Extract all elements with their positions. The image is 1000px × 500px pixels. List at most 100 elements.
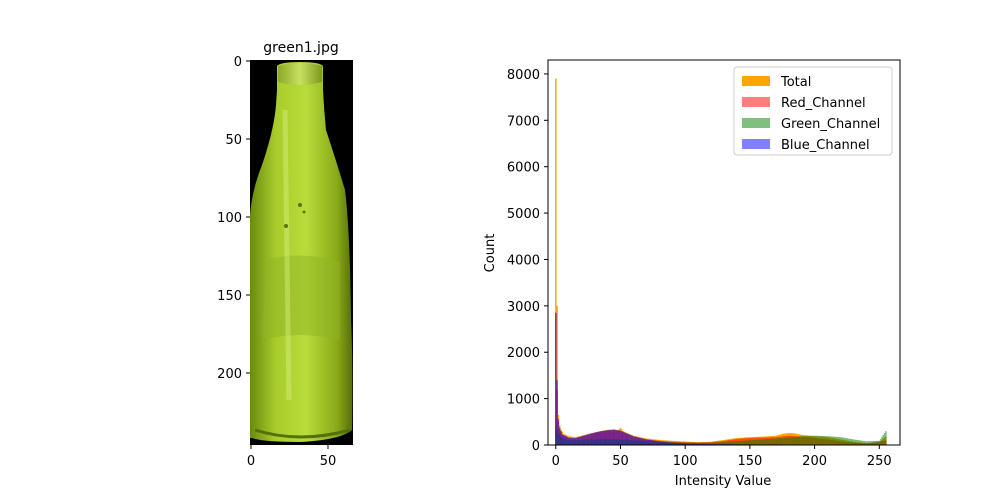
histogram-bar <box>802 436 804 445</box>
histogram-bar <box>819 435 821 445</box>
image-x-tick: 50 <box>320 454 337 469</box>
histogram-bar <box>674 442 676 445</box>
histogram-bar <box>667 442 670 445</box>
histogram-bar <box>808 435 811 445</box>
histogram-bar <box>848 438 851 445</box>
histogram-bar <box>613 429 615 445</box>
histogram-bar <box>757 439 759 445</box>
histogram-bar <box>754 439 756 445</box>
histogram-bar <box>575 437 578 445</box>
histogram-bar <box>619 430 622 445</box>
image-y-tick: 0 <box>234 55 242 70</box>
histogram-bar <box>826 436 829 445</box>
x-tick-label: 100 <box>673 454 698 469</box>
histogram-bar <box>724 441 727 445</box>
histogram-bar <box>632 436 635 445</box>
legend: Total Red_Channel Green_Channel Blue_Channe… <box>733 66 893 156</box>
histogram-bar <box>694 443 697 445</box>
histogram-bar <box>878 440 881 445</box>
histogram-bar <box>736 441 738 445</box>
histogram-bar <box>793 437 795 445</box>
y-tick-label: 7000 <box>507 114 540 129</box>
histogram-bar <box>636 437 639 445</box>
histogram-bar <box>592 432 595 445</box>
histogram-bar <box>865 441 868 445</box>
histogram-bar <box>703 443 706 445</box>
histogram-bar <box>758 439 760 445</box>
histogram-bar <box>799 436 802 445</box>
histogram-bar <box>684 443 686 445</box>
y-tick-label: 8000 <box>507 68 540 83</box>
histogram-bar <box>609 429 611 445</box>
histogram-bar <box>745 440 747 445</box>
histogram-bar <box>829 436 831 445</box>
plot-frame <box>547 59 901 446</box>
histogram-bar <box>656 440 658 445</box>
histogram-bar <box>767 439 769 445</box>
histogram-bar <box>841 437 843 445</box>
histogram-bar <box>870 441 873 445</box>
histogram-bar <box>689 443 692 445</box>
histogram-bar <box>859 440 861 445</box>
histogram-bar <box>790 437 793 445</box>
histogram-bar <box>640 438 642 445</box>
histogram-bar <box>741 440 743 445</box>
histogram-bar <box>781 438 784 445</box>
histogram-bar <box>883 433 886 445</box>
histogram-bar <box>839 437 842 445</box>
histogram-bar <box>713 442 715 445</box>
histogram-bar <box>772 438 774 445</box>
histogram-bar <box>722 442 724 445</box>
histogram-bar <box>657 441 659 445</box>
histogram-bar <box>762 439 764 445</box>
image-x-axis <box>250 445 329 449</box>
histogram-bar <box>727 441 729 445</box>
histogram-bar <box>595 432 597 445</box>
legend-label: Blue_Channel <box>781 138 870 153</box>
y-axis: 0 1000 2000 3000 4000 5000 6000 7000 8000 <box>507 68 548 454</box>
histogram-bar <box>701 443 703 445</box>
histogram-bar <box>817 435 820 445</box>
x-tick-label: 250 <box>867 454 892 469</box>
histogram-bar <box>593 432 596 445</box>
y-tick-label: 0 <box>532 439 540 454</box>
histogram-bar <box>615 430 618 445</box>
histogram-bar <box>820 435 822 445</box>
histogram-bar <box>716 442 719 445</box>
histogram-bar <box>709 442 711 445</box>
histogram-bar <box>582 435 584 445</box>
histogram-bar <box>813 435 816 445</box>
histogram-bar <box>735 441 737 445</box>
histogram-bar <box>771 438 773 445</box>
histogram-bar <box>608 430 610 445</box>
histogram-bar <box>816 435 818 445</box>
histogram-bar <box>764 439 767 445</box>
histogram-bar <box>650 440 653 445</box>
histogram-bar <box>861 440 864 445</box>
histogram-bar <box>798 436 800 445</box>
histogram-bar <box>702 442 705 445</box>
legend-swatch <box>742 97 770 107</box>
histogram-bar <box>626 433 628 445</box>
histogram-bar <box>625 432 627 445</box>
histogram-bar <box>573 437 575 445</box>
histogram-bar <box>584 435 587 445</box>
histogram-bar <box>828 436 830 445</box>
histogram-bar <box>744 440 746 445</box>
histogram-bar <box>604 430 606 445</box>
histogram-bar <box>666 442 668 445</box>
histogram-bar <box>873 441 875 445</box>
histogram-bar <box>574 438 576 445</box>
histogram-bar <box>807 435 809 445</box>
histogram-bar <box>768 438 771 445</box>
histogram-bar <box>641 438 644 445</box>
histogram-bar <box>693 443 696 445</box>
histogram-bar <box>855 439 857 445</box>
histogram-bar <box>600 431 602 445</box>
histogram-bar <box>702 443 705 445</box>
histogram-bar <box>583 435 586 445</box>
y-tick-label: 6000 <box>507 161 540 176</box>
histogram-bar <box>587 434 589 445</box>
histogram-bar <box>683 443 685 445</box>
histogram-bar <box>612 429 614 445</box>
